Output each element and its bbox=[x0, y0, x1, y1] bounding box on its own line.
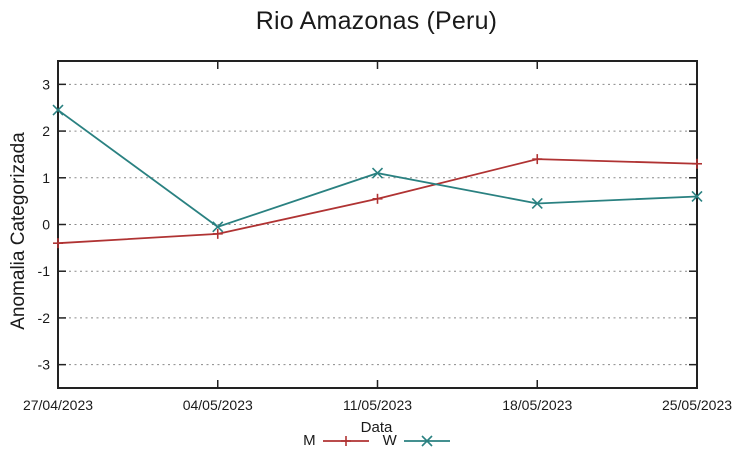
x-tick-label: 04/05/2023 bbox=[183, 397, 253, 413]
y-tick-label: 3 bbox=[42, 76, 50, 92]
x-tick-label: 11/05/2023 bbox=[343, 397, 412, 413]
legend-sample-cross-icon bbox=[403, 434, 450, 447]
x-tick-label: 25/05/2023 bbox=[662, 397, 732, 413]
x-tick-label: 27/04/2023 bbox=[23, 397, 93, 413]
legend-sample-marker bbox=[421, 434, 433, 447]
series-marker-W bbox=[371, 167, 384, 179]
series-marker-W bbox=[531, 197, 543, 210]
legend-label: W bbox=[382, 432, 397, 449]
x-tick-label: 18/05/2023 bbox=[502, 397, 572, 413]
series-marker-W bbox=[212, 221, 224, 233]
series-marker-W bbox=[52, 104, 64, 116]
series-line-W bbox=[57, 109, 698, 228]
legend-item-M: M bbox=[303, 432, 369, 449]
chart-title: Rio Amazonas (Peru) bbox=[255, 7, 498, 35]
y-tick-label: -3 bbox=[38, 357, 51, 373]
series-marker-W bbox=[691, 190, 703, 203]
y-tick-label: 0 bbox=[42, 217, 50, 233]
y-tick-label: -2 bbox=[38, 310, 51, 326]
legend-item-W: W bbox=[383, 432, 450, 449]
plot-border bbox=[57, 60, 698, 389]
y-tick-label: 1 bbox=[42, 170, 50, 186]
y-axis-label: Anomalia Categorizada bbox=[8, 132, 29, 330]
x-axis-label: Data bbox=[360, 419, 393, 436]
legend-label: M bbox=[303, 432, 316, 449]
legend-sample-plus-icon bbox=[322, 435, 369, 446]
y-tick-label: -1 bbox=[38, 263, 51, 279]
y-tick-label: 2 bbox=[42, 123, 50, 139]
